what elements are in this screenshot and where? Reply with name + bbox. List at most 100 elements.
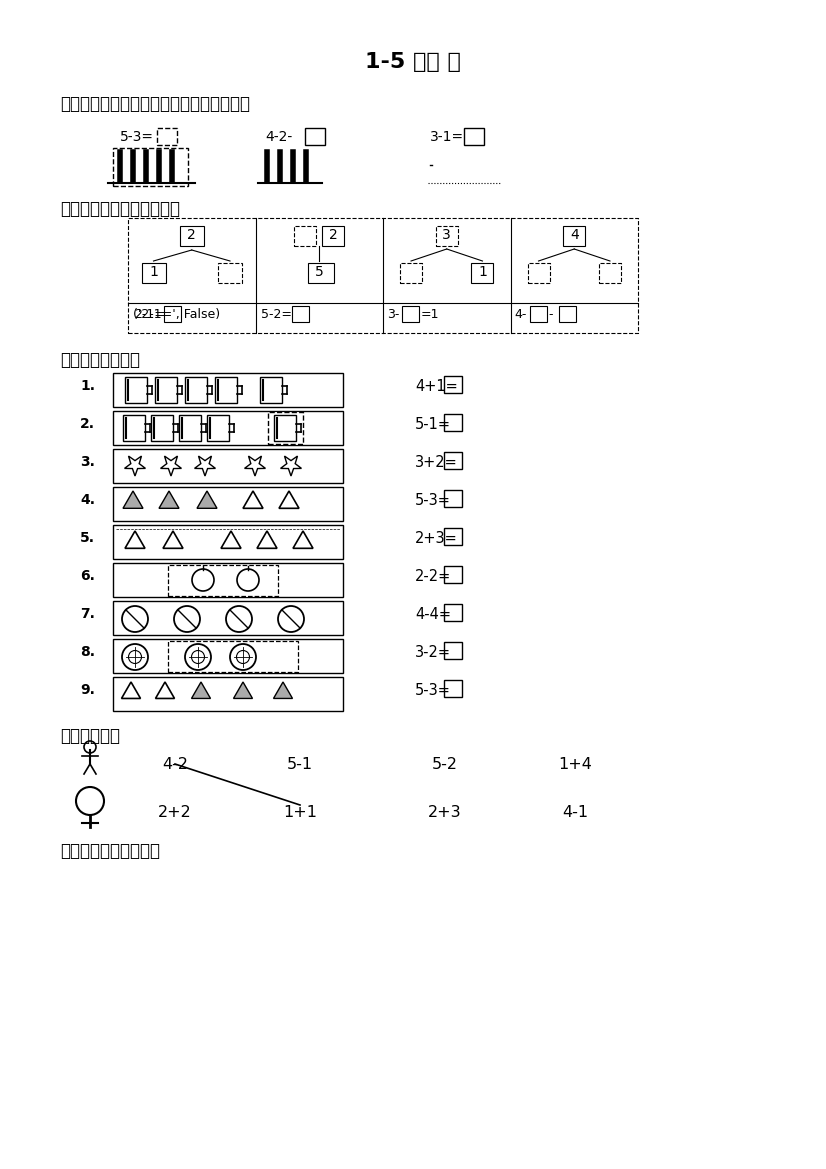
Bar bbox=[268, 411, 303, 444]
Bar bbox=[444, 452, 462, 469]
Bar bbox=[128, 217, 638, 333]
Text: 一、看算式，先用小棒摆一摆，再填得数。: 一、看算式，先用小棒摆一摆，再填得数。 bbox=[60, 95, 250, 113]
Text: 2: 2 bbox=[329, 228, 338, 242]
Text: 5-3=: 5-3= bbox=[120, 130, 154, 144]
Text: 4-2-: 4-2- bbox=[265, 130, 292, 144]
Bar bbox=[157, 127, 177, 145]
Text: 5: 5 bbox=[315, 265, 324, 279]
Bar bbox=[123, 415, 145, 441]
Bar bbox=[305, 127, 325, 145]
Bar bbox=[599, 263, 621, 283]
Bar bbox=[113, 677, 343, 711]
Text: 5-1=: 5-1= bbox=[415, 417, 451, 433]
Bar bbox=[155, 376, 177, 403]
Text: 1: 1 bbox=[149, 265, 158, 279]
Bar bbox=[444, 680, 462, 697]
Bar bbox=[164, 306, 181, 321]
Text: 5-1: 5-1 bbox=[287, 758, 313, 772]
Bar bbox=[215, 376, 237, 403]
Bar bbox=[322, 226, 344, 245]
Bar bbox=[113, 639, 343, 673]
Bar bbox=[168, 641, 298, 672]
Text: 7.: 7. bbox=[80, 607, 95, 621]
Text: 4-4=: 4-4= bbox=[415, 607, 451, 622]
Bar bbox=[444, 490, 462, 507]
Bar bbox=[179, 415, 201, 441]
Text: 二、在口里填上适当的数。: 二、在口里填上适当的数。 bbox=[60, 200, 180, 217]
Bar bbox=[113, 487, 343, 521]
Bar bbox=[472, 263, 493, 283]
Bar bbox=[400, 263, 422, 283]
Text: 5-3=: 5-3= bbox=[415, 683, 451, 698]
Text: 8.: 8. bbox=[80, 645, 95, 659]
Bar bbox=[402, 306, 419, 321]
Bar bbox=[444, 528, 462, 545]
Text: 3-1=: 3-1= bbox=[430, 130, 464, 144]
Text: 9.: 9. bbox=[80, 683, 95, 697]
Bar bbox=[180, 226, 204, 245]
Bar bbox=[292, 306, 308, 321]
Text: 2.: 2. bbox=[80, 417, 95, 431]
Text: 1+4: 1+4 bbox=[558, 758, 592, 772]
Bar bbox=[528, 263, 549, 283]
Text: 4-1: 4-1 bbox=[562, 805, 588, 819]
Bar bbox=[113, 148, 188, 186]
Bar bbox=[444, 376, 462, 393]
Text: 3: 3 bbox=[443, 228, 451, 242]
Bar bbox=[113, 449, 343, 483]
Text: 2+3: 2+3 bbox=[428, 805, 462, 819]
Text: =1: =1 bbox=[421, 307, 439, 321]
Bar bbox=[113, 601, 343, 635]
Bar bbox=[563, 226, 586, 245]
Bar bbox=[168, 565, 278, 596]
Text: 3.: 3. bbox=[80, 455, 95, 469]
Text: 2-2=: 2-2= bbox=[415, 569, 451, 584]
Text: -: - bbox=[548, 307, 553, 321]
Bar bbox=[185, 376, 207, 403]
Text: 4-2: 4-2 bbox=[162, 758, 188, 772]
Text: 2+3=: 2+3= bbox=[415, 531, 458, 546]
Bar bbox=[529, 306, 547, 321]
Text: 5-2: 5-2 bbox=[432, 758, 458, 772]
Bar bbox=[207, 415, 229, 441]
Text: 1+1: 1+1 bbox=[283, 805, 317, 819]
Bar bbox=[125, 376, 147, 403]
Bar bbox=[113, 525, 343, 559]
Text: 5.: 5. bbox=[80, 531, 95, 545]
Text: 5-3=: 5-3= bbox=[415, 493, 451, 509]
Text: ('2-1=', False): ('2-1=', False) bbox=[133, 307, 220, 321]
Bar bbox=[260, 376, 282, 403]
Text: 6.: 6. bbox=[80, 569, 95, 583]
Text: 三、看图写得数。: 三、看图写得数。 bbox=[60, 351, 140, 369]
Bar bbox=[444, 414, 462, 431]
Bar bbox=[436, 226, 458, 245]
Text: 3-2=: 3-2= bbox=[415, 645, 451, 660]
Bar bbox=[218, 263, 242, 283]
Polygon shape bbox=[234, 682, 253, 698]
Bar bbox=[274, 415, 296, 441]
Polygon shape bbox=[123, 491, 143, 509]
Text: 2+2: 2+2 bbox=[158, 805, 192, 819]
Text: 1.: 1. bbox=[80, 379, 95, 393]
Bar bbox=[113, 563, 343, 597]
Text: 4-: 4- bbox=[515, 307, 527, 321]
Text: 2-1=: 2-1= bbox=[134, 307, 165, 321]
Text: 3-: 3- bbox=[387, 307, 400, 321]
Polygon shape bbox=[192, 682, 211, 698]
Bar bbox=[444, 642, 462, 659]
Bar bbox=[113, 411, 343, 445]
Text: 四、找朋友。: 四、找朋友。 bbox=[60, 727, 120, 745]
Text: 4+1=: 4+1= bbox=[415, 379, 458, 394]
Text: 5-2=: 5-2= bbox=[262, 307, 292, 321]
Bar bbox=[558, 306, 576, 321]
Bar bbox=[113, 373, 343, 407]
Polygon shape bbox=[197, 491, 217, 509]
Bar bbox=[444, 604, 462, 621]
Bar bbox=[151, 415, 173, 441]
Text: 2: 2 bbox=[188, 228, 196, 242]
Text: 五、看一看，算一算。: 五、看一看，算一算。 bbox=[60, 842, 160, 860]
Text: 4: 4 bbox=[570, 228, 579, 242]
Polygon shape bbox=[273, 682, 292, 698]
Text: 1: 1 bbox=[478, 265, 487, 279]
Bar bbox=[141, 263, 165, 283]
